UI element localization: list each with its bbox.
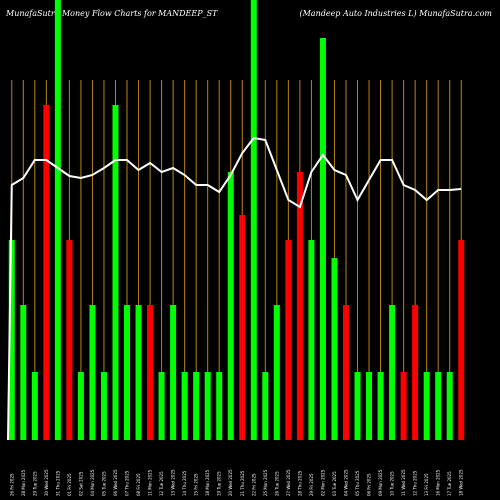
tick-label: 11 Wed 2025 [401,469,406,496]
tick-label: 29 Fri 2025 [309,473,314,496]
bar-down [43,105,50,440]
chart-title: MunafaSutra Money Flow Charts for MANDEE… [6,9,218,18]
bar-up [389,305,396,440]
bar-up [319,38,326,440]
tick-label: 28 Thu 2025 [297,470,302,496]
tick-label: 01 Fri 2025 [67,473,72,496]
label-layer: 26 Fri 2025 28 Mon 2025 29 Tue 2025 30 Wed … [9,469,463,496]
bar-up [8,240,15,440]
bar-up [250,0,257,440]
tick-label: 07 Thu 2025 [125,470,130,496]
bar-up [216,372,223,440]
tick-label: 15 Fri 2025 [194,473,199,496]
tick-label: 05 Thu 2025 [355,470,360,496]
bar-down [285,240,292,440]
tick-label: 13 Fri 2025 [424,473,429,496]
bar-up [446,372,453,440]
bar-up [193,372,200,440]
tick-label: 05 Tue 2025 [101,471,106,496]
tick-label: 08 Fri 2025 [136,473,141,496]
tick-label: 13 Wed 2025 [171,469,176,496]
tick-label: 21 Thu 2025 [240,470,245,496]
tick-label: 30 Wed 2025 [44,469,49,496]
bar-up [77,372,84,440]
bar-up [170,305,177,440]
bar-up [227,172,234,440]
tick-label: 04 Wed 2025 [343,469,348,496]
tick-label: 18 Mon 2025 [205,469,210,496]
tick-label: 06 Fri 2025 [367,473,372,496]
tick-label: 14 Thu 2025 [182,470,187,496]
tick-label: 03 Tue 2025 [332,471,337,496]
bar-down [147,305,154,440]
bar-up [89,305,96,440]
tick-label: 20 Wed 2025 [228,469,233,496]
bar-up [20,305,27,440]
money-flow-line [7,136,462,441]
tick-label: 22 Fri 2025 [251,473,256,496]
tick-label: 31 Thu 2025 [55,470,60,496]
tick-label: 27 Wed 2025 [286,469,291,496]
tick-label: 11 Mon 2025 [148,469,153,496]
tick-label: 26 Tue 2025 [274,471,279,496]
tick-label: 19 Tue 2025 [217,471,222,496]
tick-label: 12 Tue 2025 [159,471,164,496]
tick-label: 09 Mon 2025 [378,469,383,496]
tick-label: 29 Tue 2025 [32,471,37,496]
bar-up [158,372,165,440]
bar-up [204,372,211,440]
bar-up [31,372,38,440]
bar-down [400,372,407,440]
bar-down [342,305,349,440]
site-title: (Mandeep Auto Industries L) MunafaSutra.… [299,9,492,18]
bar-up [181,372,188,440]
bar-up [124,305,131,440]
tick-label: 17 Tue 2025 [447,471,452,496]
bar-up [366,372,373,440]
tick-label: 18 Wed 2025 [459,469,464,496]
bar-up [377,372,384,440]
tick-label: 04 Mon 2025 [90,469,95,496]
line-layer [7,136,462,441]
bar-down [412,305,419,440]
tick-label: 26 Fri 2025 [9,473,14,496]
bar-down [296,172,303,440]
bar-up [135,305,142,440]
bar-up [100,372,107,440]
bar-up [308,240,315,440]
bar-up [262,372,269,440]
bar-up [273,305,280,440]
bar-up [423,372,430,440]
tick-label: 12 Thu 2025 [413,470,418,496]
tick-label: 02 Mon 2025 [320,469,325,496]
tick-label: 10 Tue 2025 [390,471,395,496]
bar-down [66,240,73,440]
bar-up [435,372,442,440]
bar-up [54,0,61,440]
bar-up [354,372,361,440]
bar-up [331,258,338,440]
tick-label: 28 Mon 2025 [21,469,26,496]
bar-down [458,240,465,440]
tick-label: 02 Sat 2025 [78,471,83,496]
bar-down [239,215,246,440]
bar-up [112,105,119,440]
tick-label: 25 Mon 2025 [263,469,268,496]
tick-label: 16 Mon 2025 [436,469,441,496]
bar-layer [8,0,465,440]
tick-label: 06 Wed 2025 [113,469,118,496]
